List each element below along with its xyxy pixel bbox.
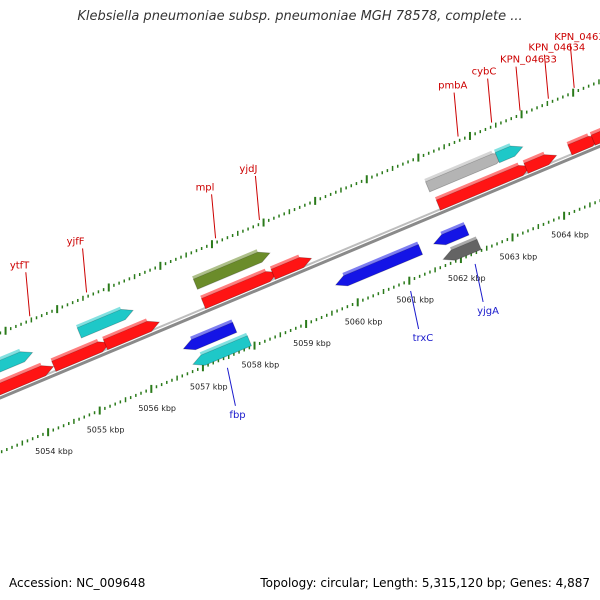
gene-arrow-top <box>342 241 419 276</box>
gene-label: ytfT <box>10 260 30 271</box>
scale-label: 5064 kbp <box>551 231 589 240</box>
gene-label: KPN_04633 <box>500 55 557 66</box>
backbone <box>0 144 600 400</box>
callout-line <box>410 290 420 330</box>
gene-label: pmbA <box>438 81 467 92</box>
gene-arrow-top <box>102 318 148 340</box>
scale-label: 5059 kbp <box>293 339 331 348</box>
gene-arrow <box>0 365 55 396</box>
callout-line <box>569 43 575 88</box>
gene-arrow <box>270 256 313 280</box>
scale-label: 5057 kbp <box>190 382 228 391</box>
gene-arrow-top <box>522 151 545 164</box>
gene-label: yjdJ <box>239 164 257 175</box>
gene-arrow-top <box>435 162 519 200</box>
callout-line <box>474 263 484 303</box>
gene-arrow-top <box>199 332 248 356</box>
gene-label: trxC <box>413 333 434 344</box>
gene-label: yjgA <box>477 306 499 317</box>
gene-arrow-top <box>50 339 99 362</box>
gene-arrow-top <box>494 143 511 153</box>
gene-arrow <box>182 321 238 351</box>
gene-arrow <box>590 130 600 146</box>
gene-arrow-top <box>190 319 233 340</box>
gene-arrow-top <box>450 236 477 251</box>
gene-label: KPN_04635 <box>554 32 600 43</box>
callout-line <box>515 66 521 111</box>
scale-label: 5055 kbp <box>87 426 125 435</box>
callout-line <box>487 78 493 123</box>
gene-arrow-top <box>424 150 493 182</box>
gene-label: yjfF <box>67 236 85 247</box>
scale-label: 5054 kbp <box>35 447 73 456</box>
gene-label: cybC <box>472 67 497 78</box>
gene-arrow-top <box>566 133 589 145</box>
scale-label: 5060 kbp <box>345 317 383 326</box>
callout-line <box>82 248 88 293</box>
gene-arrow-top <box>200 268 266 299</box>
gene-arrow <box>442 238 482 261</box>
genome-stats-text: Topology: circular; Length: 5,315,120 bp… <box>260 576 590 590</box>
gene-arrow-top <box>440 222 465 235</box>
gene-arrow <box>76 308 134 339</box>
callout-line <box>211 194 217 239</box>
gene-label: KPN_04634 <box>528 43 585 54</box>
gene-arrow <box>0 351 34 373</box>
gene-arrow-top <box>192 249 258 280</box>
accession-text: Accession: NC_009648 <box>9 576 146 590</box>
scale-label: 5058 kbp <box>242 361 280 370</box>
gene-arrow-top <box>269 254 300 270</box>
callout-line <box>453 92 459 137</box>
gene-label: fbp <box>229 410 245 421</box>
gene-arrow <box>334 243 424 287</box>
gene-arrow-top <box>76 306 121 328</box>
callout-line <box>254 175 260 220</box>
scale-label: 5062 kbp <box>448 274 486 283</box>
callout-line <box>25 272 31 317</box>
scale-label: 5056 kbp <box>138 404 176 413</box>
scale-label: 5061 kbp <box>396 296 434 305</box>
callout-line <box>543 54 549 99</box>
gene-arrow-top <box>0 362 42 383</box>
map-title: Klebsiella pneumoniae subsp. pneumoniae … <box>77 9 523 24</box>
gene-label: mpl <box>196 182 215 193</box>
scale-label: 5063 kbp <box>500 252 538 261</box>
gene-arrow-top <box>0 348 21 361</box>
gene-arrow-top <box>589 128 600 136</box>
gene-arrow <box>432 224 470 246</box>
gene-arrow <box>192 335 253 366</box>
callout-line <box>226 367 236 406</box>
